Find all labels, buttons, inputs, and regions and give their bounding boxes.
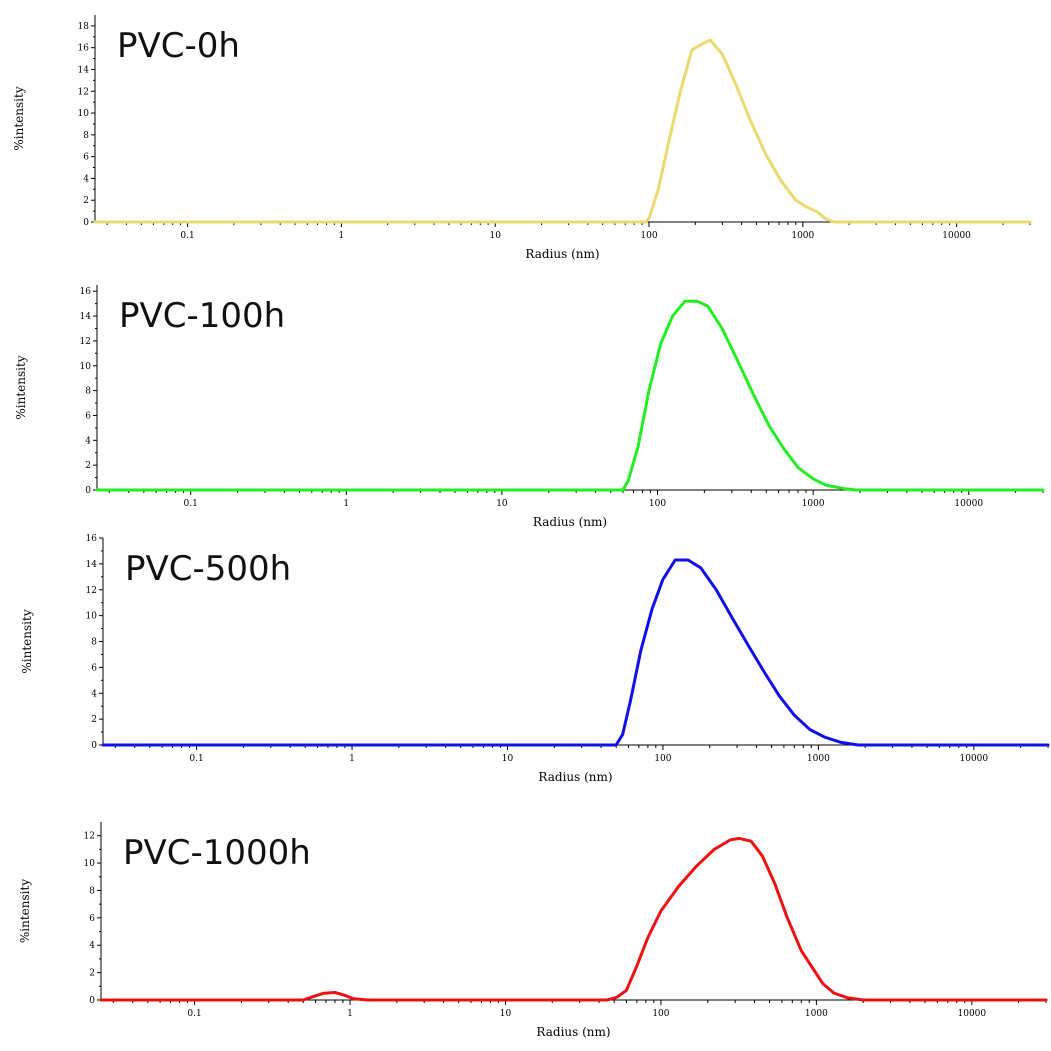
y-tick-label: 16: [78, 44, 90, 54]
x-tick-label: 0.1: [184, 499, 198, 509]
panel-label: PVC-0h: [117, 26, 240, 66]
series-line-1: [99, 836, 1048, 1002]
y-axis-title: %intensity: [12, 86, 26, 150]
y-tick-label: 4: [89, 941, 95, 951]
x-tick-label: 1: [347, 1009, 353, 1019]
y-tick-label: 16: [80, 287, 92, 297]
panel-label: PVC-1000h: [123, 833, 311, 873]
x-tick-label: 10: [489, 231, 501, 241]
y-tick-label: 8: [89, 886, 95, 896]
x-tick-label: 10: [496, 499, 508, 509]
panel-label: PVC-500h: [125, 549, 291, 589]
y-axis-title: %intensity: [20, 609, 34, 673]
x-tick-label: 100: [640, 231, 657, 241]
y-axis-title: %intensity: [18, 879, 32, 943]
x-tick-label: 100: [654, 754, 671, 764]
x-tick-label: 1: [343, 499, 349, 509]
x-axis-title: Radius (nm): [538, 770, 612, 784]
y-tick-label: 18: [78, 22, 90, 32]
y-tick-label: 10: [80, 362, 92, 372]
y-tick-label: 10: [86, 612, 98, 622]
x-tick-label: 100: [652, 1009, 669, 1019]
y-tick-label: 12: [80, 337, 91, 347]
y-tick-label: 2: [91, 715, 97, 725]
y-tick-label: 4: [91, 689, 97, 699]
series-line-1: [101, 558, 1050, 747]
x-tick-label: 1: [339, 231, 345, 241]
series-line-1: [93, 38, 1032, 224]
y-tick-label: 10: [78, 109, 90, 119]
y-tick-label: 4: [83, 174, 89, 184]
y-tick-label: 12: [86, 586, 97, 596]
y-tick-label: 6: [89, 914, 95, 924]
y-tick-label: 0: [85, 486, 91, 496]
y-axis-title: %intensity: [14, 355, 28, 419]
x-tick-label: 0.1: [180, 231, 194, 241]
x-tick-label: 10: [500, 1009, 512, 1019]
x-tick-label: 0.1: [189, 754, 203, 764]
x-tick-label: 1000: [802, 499, 825, 509]
x-tick-label: 1000: [805, 1009, 828, 1019]
y-tick-label: 2: [83, 196, 89, 206]
y-tick-label: 12: [78, 87, 89, 97]
y-tick-label: 2: [85, 461, 91, 471]
chart-panel-2: 0 2 4 6 8 10 12 14 16 0.1 1 10 100 1000 10000 Radius (n…: [14, 285, 1045, 529]
y-tick-label: 8: [83, 131, 89, 141]
x-axis-title: Radius (nm): [525, 247, 599, 261]
chart-panel-4: 0 2 4 6 8 10 12 0.1 1 10 100 1000 10000 Radius (nm) %i…: [18, 822, 1048, 1039]
chart-panel-3: 0 2 4 6 8 10 12 14 16 0.1 1 10 100 1000 10000 Radius (n…: [20, 534, 1050, 784]
x-tick-label: 1000: [807, 754, 830, 764]
panel-label: PVC-100h: [119, 296, 285, 336]
y-tick-label: 6: [91, 663, 97, 673]
y-tick-label: 6: [85, 411, 91, 421]
series-line-1: [95, 299, 1045, 492]
x-tick-label: 10000: [942, 231, 971, 241]
y-tick-label: 14: [86, 560, 98, 570]
y-tick-label: 0: [83, 218, 89, 228]
y-tick-label: 14: [80, 312, 92, 322]
y-tick-label: 10: [84, 859, 96, 869]
x-tick-label: 10000: [958, 1009, 987, 1019]
y-tick-label: 0: [89, 996, 95, 1006]
y-tick-label: 8: [91, 638, 97, 648]
x-tick-label: 10: [502, 754, 514, 764]
chart-panel-1: 0 2 4 6 8 10 12 14 16 18 0.1 1 10 100 1000 10000 Radius …: [12, 15, 1032, 261]
x-tick-label: 1: [349, 754, 355, 764]
x-tick-label: 0.1: [187, 1009, 201, 1019]
y-tick-label: 8: [85, 387, 91, 397]
y-tick-label: 6: [83, 153, 89, 163]
x-tick-label: 1000: [791, 231, 814, 241]
y-tick-label: 0: [91, 741, 97, 751]
x-axis-title: Radius (nm): [533, 515, 607, 529]
y-tick-label: 12: [84, 832, 95, 842]
x-tick-label: 100: [649, 499, 666, 509]
y-tick-label: 14: [78, 65, 90, 75]
x-tick-label: 10000: [960, 754, 989, 764]
y-tick-label: 2: [89, 969, 95, 979]
x-tick-label: 10000: [954, 499, 983, 509]
x-axis-title: Radius (nm): [536, 1025, 610, 1039]
y-tick-label: 4: [85, 436, 91, 446]
y-tick-label: 16: [86, 534, 98, 544]
